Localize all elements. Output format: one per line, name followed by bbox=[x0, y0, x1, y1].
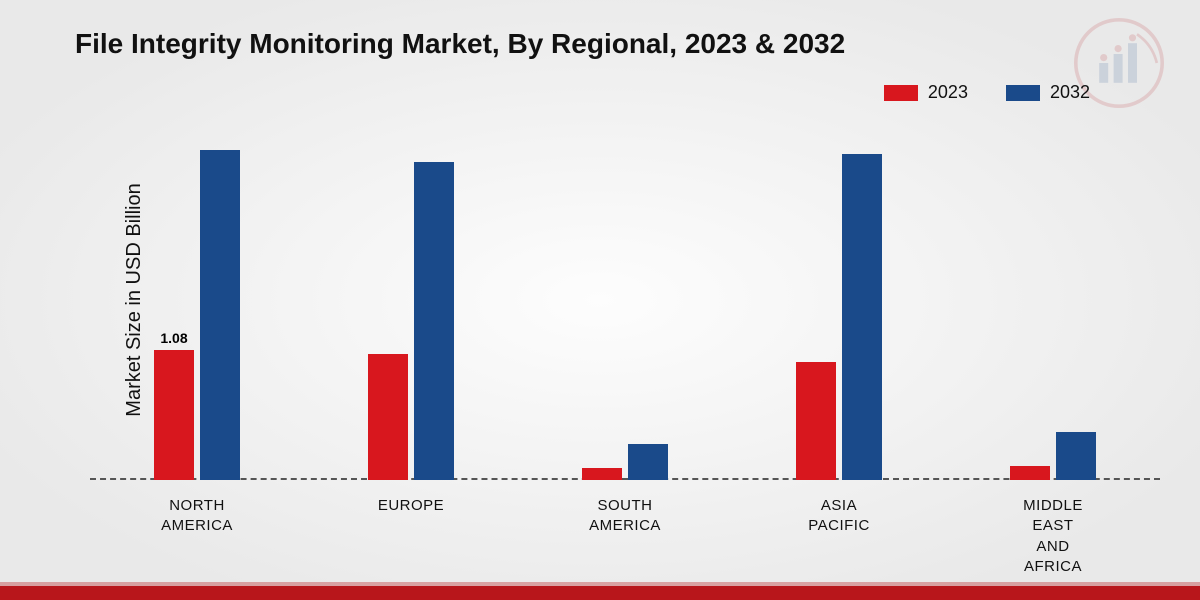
footer-bar bbox=[0, 586, 1200, 600]
bar-2023 bbox=[368, 354, 408, 480]
bar-2032 bbox=[200, 150, 240, 480]
bar-group bbox=[565, 444, 685, 480]
x-axis-category-label: EUROPE bbox=[351, 490, 471, 580]
bar-2023 bbox=[796, 362, 836, 480]
bar-2023 bbox=[582, 468, 622, 480]
x-axis-category-label: NORTH AMERICA bbox=[137, 490, 257, 580]
legend-label-2032: 2032 bbox=[1050, 82, 1090, 103]
x-axis-category-label: ASIA PACIFIC bbox=[779, 490, 899, 580]
bar-group: 1.08 bbox=[137, 150, 257, 480]
bar-2032 bbox=[842, 154, 882, 480]
x-axis-category-label: SOUTH AMERICA bbox=[565, 490, 685, 580]
x-axis-category-label: MIDDLE EAST AND AFRICA bbox=[993, 490, 1113, 580]
x-axis-labels: NORTH AMERICA EUROPE SOUTH AMERICA ASIA PAC… bbox=[90, 490, 1160, 580]
bar-2032 bbox=[628, 444, 668, 480]
bar-group bbox=[993, 432, 1113, 480]
legend-item-2032: 2032 bbox=[1006, 82, 1090, 103]
bar-group bbox=[351, 162, 471, 480]
bar-2032 bbox=[414, 162, 454, 480]
bar-value-label: 1.08 bbox=[160, 330, 187, 346]
legend-item-2023: 2023 bbox=[884, 82, 968, 103]
legend: 2023 2032 bbox=[884, 82, 1090, 103]
legend-label-2023: 2023 bbox=[928, 82, 968, 103]
bar-2023: 1.08 bbox=[154, 350, 194, 480]
bar-2032 bbox=[1056, 432, 1096, 480]
chart-container: { "title": "File Integrity Monitoring Ma… bbox=[0, 0, 1200, 600]
legend-swatch-2023 bbox=[884, 85, 918, 101]
plot-area: 1.08 bbox=[90, 120, 1160, 480]
bar-2023 bbox=[1010, 466, 1050, 480]
chart-title: File Integrity Monitoring Market, By Reg… bbox=[75, 28, 845, 60]
bar-group bbox=[779, 154, 899, 480]
bar-groups: 1.08 bbox=[90, 120, 1160, 480]
legend-swatch-2032 bbox=[1006, 85, 1040, 101]
